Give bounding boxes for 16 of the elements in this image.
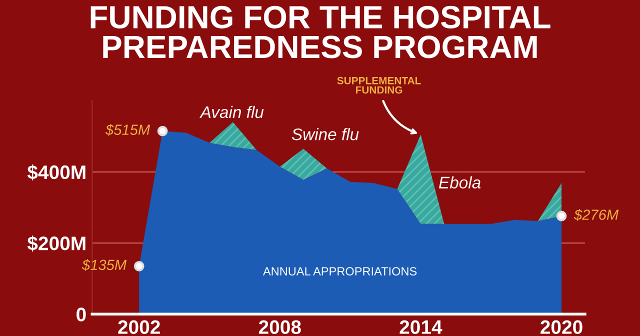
x-tick-label: 2002 (118, 320, 160, 334)
x-tick-label: 2014 (400, 320, 442, 334)
x-tick-label: 2020 (540, 320, 582, 334)
y-tick-label: $200M (27, 236, 86, 252)
data-label: $135M (82, 259, 127, 271)
annotation: SUPPLEMENTAL FUNDING (337, 76, 421, 94)
annotation: Ebola (438, 176, 481, 188)
data-label: $515M (105, 124, 150, 136)
y-tick-label: 0 (76, 308, 86, 322)
annotation: Avain flu (199, 106, 264, 118)
annotation: ANNUAL APPROPRIATIONS (262, 267, 417, 276)
y-tick-label: $400M (27, 164, 86, 180)
annotation: Swine flu (292, 128, 359, 140)
data-label: $276M (574, 208, 619, 221)
x-tick-label: 2008 (258, 320, 301, 334)
chart-title: FUNDING FOR THE HOSPITAL PREPAREDNESS PROGRAM (90, 6, 550, 58)
